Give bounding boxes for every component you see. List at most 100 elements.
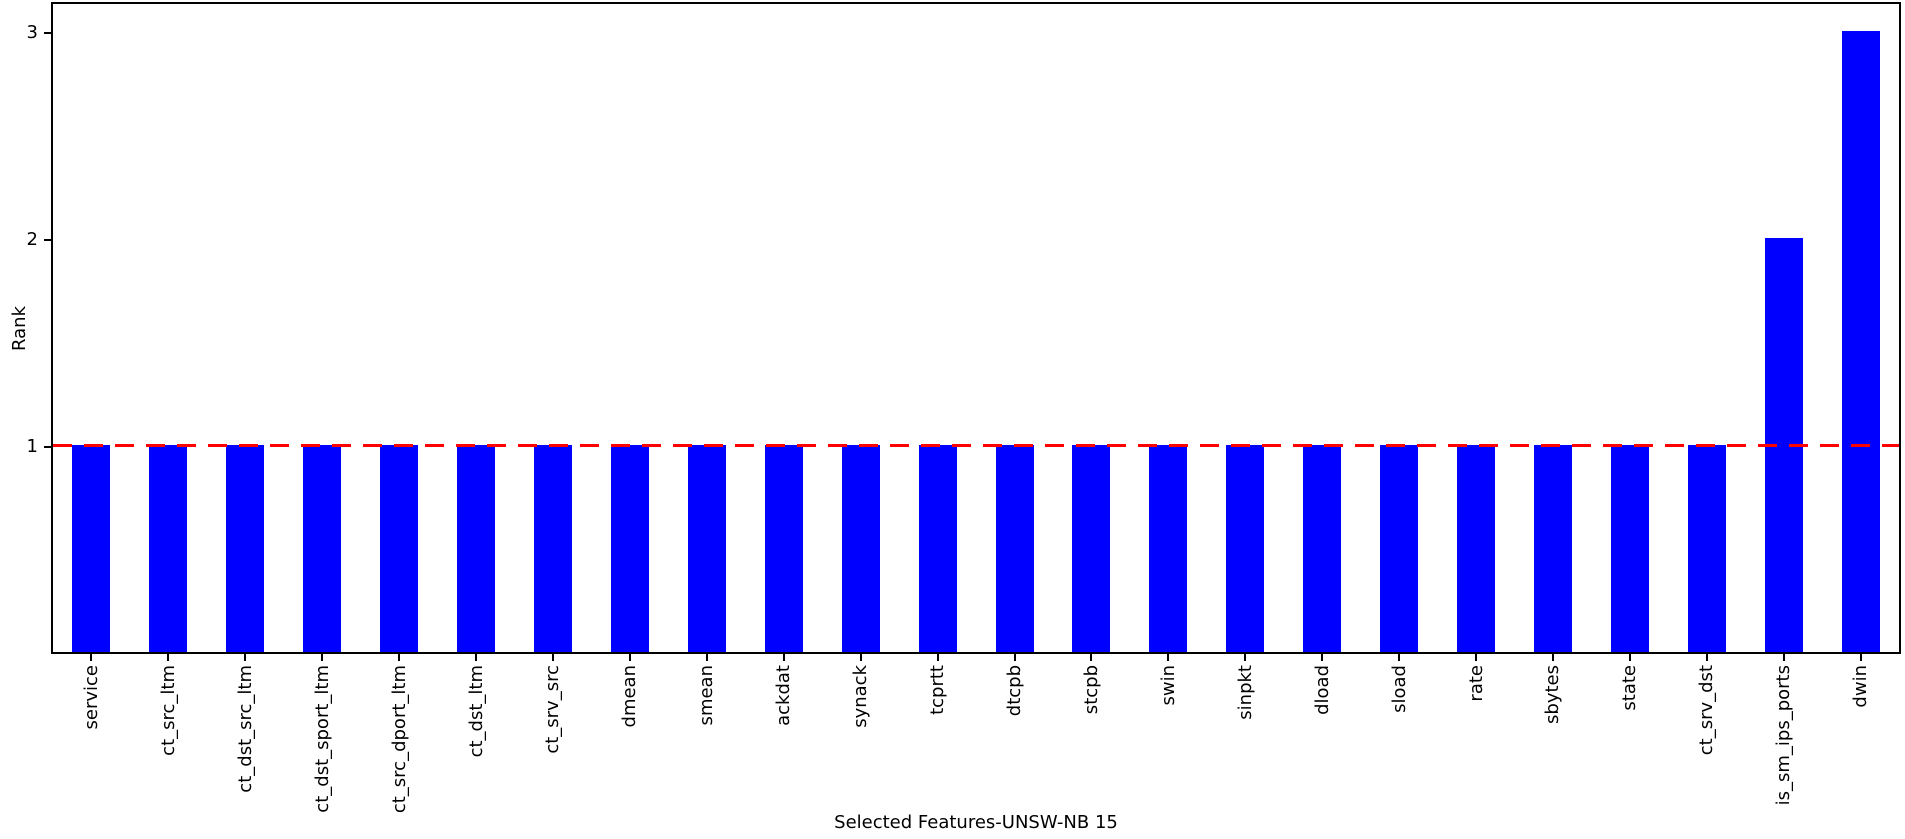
bar-slot [130, 4, 207, 652]
x-tick-label: stcpb [1080, 665, 1102, 715]
bar [764, 445, 803, 652]
bar [149, 445, 188, 652]
bar [1610, 445, 1649, 652]
bar [303, 445, 342, 652]
bar [1303, 445, 1342, 652]
x-tick-label: ct_srv_src [542, 665, 564, 754]
x-tick-mark [1705, 654, 1708, 661]
x-tick-cell [822, 654, 899, 661]
bar [380, 445, 419, 652]
x-tick-cell [745, 654, 822, 661]
x-tick-label-cell: ct_dst_ltm [438, 665, 515, 813]
bar [687, 445, 726, 652]
x-tick-mark [475, 654, 478, 661]
bar-slot [976, 4, 1053, 652]
y-tick-mark [44, 239, 51, 241]
x-tick-label: dload [1311, 665, 1333, 715]
bar-slot [284, 4, 361, 652]
x-tick-mark [859, 654, 862, 661]
x-tick-label: sinpkt [1234, 665, 1256, 720]
x-tick-cell [130, 654, 207, 661]
x-tick-mark [1244, 654, 1247, 661]
bar-slot [1053, 4, 1130, 652]
x-tick-mark [1167, 654, 1170, 661]
bar-slot [1438, 4, 1515, 652]
x-tick-mark [1782, 654, 1785, 661]
x-tick-mark [1475, 654, 1478, 661]
x-tick-cell [1668, 654, 1745, 661]
x-tick-cell [1591, 654, 1668, 661]
x-tick-label: ackdat [773, 665, 795, 726]
x-tick-mark [1090, 654, 1093, 661]
x-tick-cell [899, 654, 976, 661]
bar-slot [822, 4, 899, 652]
x-tick-cell [1361, 654, 1438, 661]
bar [995, 445, 1034, 652]
x-tick-labels-container: service ct_src_ltm ct_dst_src_ltm ct_dst… [53, 665, 1899, 813]
x-tick-mark [321, 654, 324, 661]
x-tick-cell [515, 654, 592, 661]
x-tick-label: dwin [1850, 665, 1872, 708]
bar-slot [899, 4, 976, 652]
x-tick-label: ct_dst_ltm [465, 665, 487, 758]
bar-slot [361, 4, 438, 652]
x-tick-cell [668, 654, 745, 661]
bar-slot [1822, 4, 1899, 652]
bar-slot [1745, 4, 1822, 652]
x-tick-label-cell: dmean [591, 665, 668, 813]
x-tick-label-cell: smean [668, 665, 745, 813]
x-ticks-container [53, 654, 1899, 661]
x-tick-label: ct_dst_src_ltm [234, 665, 256, 793]
x-tick-label-cell: ct_dst_src_ltm [207, 665, 284, 813]
x-axis-label: Selected Features-UNSW-NB 15 [834, 812, 1118, 833]
x-tick-label: tcprtt [927, 665, 949, 715]
x-tick-cell [976, 654, 1053, 661]
bar-slot [207, 4, 284, 652]
x-tick-mark [1628, 654, 1631, 661]
y-tick-mark [44, 32, 51, 34]
bar [1841, 31, 1880, 652]
x-tick-label: ct_dst_sport_ltm [311, 665, 333, 813]
x-tick-label-cell: ct_src_dport_ltm [361, 665, 438, 813]
x-tick-cell [1438, 654, 1515, 661]
y-axis-label-wrap: Rank [6, 2, 32, 654]
x-tick-cell [53, 654, 130, 661]
bar-slot [1361, 4, 1438, 652]
x-tick-cell [1515, 654, 1592, 661]
x-tick-cell [1822, 654, 1899, 661]
x-tick-label-cell: swin [1130, 665, 1207, 813]
x-tick-label: rate [1465, 665, 1487, 702]
x-tick-mark [782, 654, 785, 661]
x-tick-mark [244, 654, 247, 661]
x-tick-label: swin [1157, 665, 1179, 706]
bar [1149, 445, 1188, 652]
x-tick-label-cell: dtcpb [976, 665, 1053, 813]
x-tick-label: synack [850, 665, 872, 728]
bar-slot [53, 4, 130, 652]
x-tick-mark [1013, 654, 1016, 661]
bar-slot [1207, 4, 1284, 652]
x-tick-label: ct_srv_dst [1696, 665, 1718, 756]
bar [841, 445, 880, 652]
x-tick-cell [361, 654, 438, 661]
x-tick-label: state [1619, 665, 1641, 711]
y-axis-label: Rank [8, 305, 30, 351]
x-tick-label-cell: ackdat [745, 665, 822, 813]
x-tick-label-cell: state [1591, 665, 1668, 813]
x-tick-mark [628, 654, 631, 661]
x-tick-cell [284, 654, 361, 661]
x-tick-label-cell: synack [822, 665, 899, 813]
bar-slot [1515, 4, 1592, 652]
bar-slot [1668, 4, 1745, 652]
x-tick-cell [207, 654, 284, 661]
x-tick-label: dmean [619, 665, 641, 728]
x-tick-label: ct_src_ltm [157, 665, 179, 756]
y-tick-label: 3 [26, 22, 38, 43]
x-tick-label: is_sm_ips_ports [1773, 665, 1795, 806]
bar [1380, 445, 1419, 652]
x-tick-label-cell: ct_srv_src [515, 665, 592, 813]
bar-slot [668, 4, 745, 652]
x-tick-cell [591, 654, 668, 661]
x-tick-label-cell: dwin [1822, 665, 1899, 813]
x-tick-mark [1551, 654, 1554, 661]
